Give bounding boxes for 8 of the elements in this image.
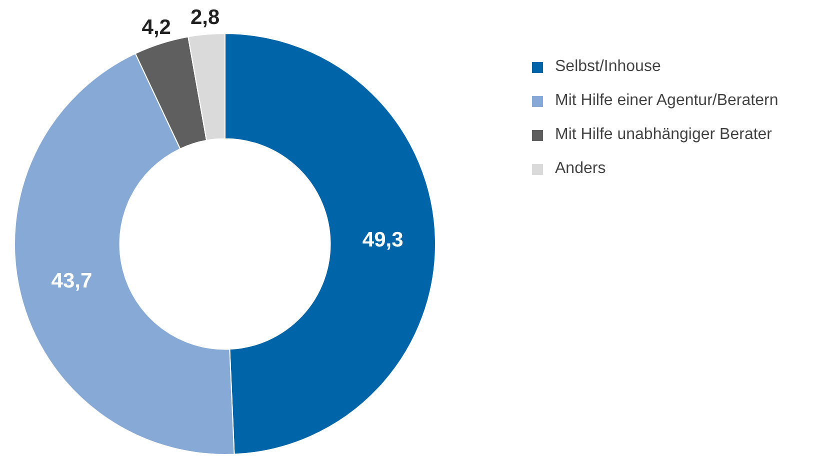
data-label: 4,2 (142, 16, 171, 39)
data-label: 43,7 (51, 270, 92, 293)
legend-label: Mit Hilfe unabhängiger Berater (555, 126, 772, 144)
data-label: 2,8 (190, 6, 220, 30)
legend-label: Selbst/Inhouse (555, 58, 661, 76)
data-label: 49,3 (362, 228, 404, 252)
legend-label: Anders (555, 160, 606, 178)
legend-label: Mit Hilfe einer Agentur/Beratern (555, 92, 778, 110)
